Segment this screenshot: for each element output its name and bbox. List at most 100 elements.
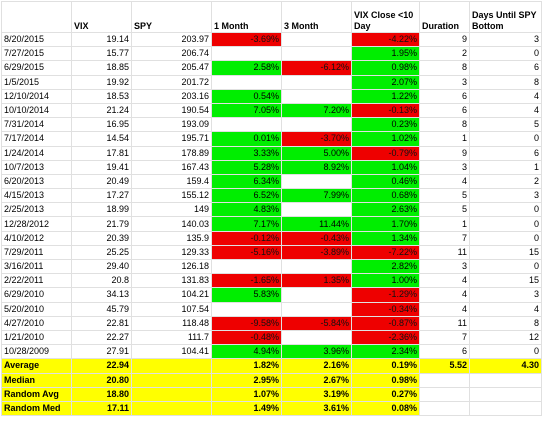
cell-date[interactable]: 1/21/2010 — [1, 329, 72, 346]
cell-days-until-bottom[interactable]: 0 — [469, 46, 542, 62]
cell-vix-close[interactable]: -4.22% — [351, 31, 420, 48]
cell-3-month[interactable]: -0.43% — [281, 230, 352, 246]
cell-1-month[interactable]: 6.52% — [211, 188, 282, 204]
cell-spy[interactable]: 111.7 — [131, 329, 212, 346]
cell-3-month[interactable]: -3.89% — [281, 244, 352, 261]
cell-days-until-bottom[interactable]: 3 — [469, 188, 542, 204]
cell-duration[interactable]: 9 — [419, 31, 470, 48]
cell-1-month[interactable]: 2.58% — [211, 60, 282, 76]
cell-vix-close[interactable]: 0.68% — [351, 188, 420, 204]
cell-vix-close[interactable]: 0.46% — [351, 173, 420, 190]
cell-vix[interactable]: 16.95 — [71, 117, 132, 133]
header-cell-1-month[interactable]: 1 Month — [211, 1, 282, 33]
cell-duration[interactable]: 9 — [419, 145, 470, 161]
cell-duration[interactable]: 1 — [419, 131, 470, 147]
cell-days-until-bottom[interactable]: 5 — [469, 117, 542, 133]
cell-spy[interactable]: 201.72 — [131, 74, 212, 90]
cell-spy[interactable]: 135.9 — [131, 230, 212, 246]
cell-duration[interactable]: 5 — [419, 188, 470, 204]
cell-spy[interactable]: 118.48 — [131, 315, 212, 331]
cell-3-month[interactable] — [281, 301, 352, 317]
summary-duration[interactable] — [419, 386, 470, 402]
summary-spy[interactable] — [131, 400, 212, 417]
cell-vix-close[interactable]: 1.70% — [351, 216, 420, 232]
cell-vix[interactable]: 34.13 — [71, 287, 132, 303]
cell-days-until-bottom[interactable]: 4 — [469, 88, 542, 104]
cell-3-month[interactable]: 11.44% — [281, 216, 352, 232]
cell-1-month[interactable]: 3.33% — [211, 145, 282, 161]
cell-spy[interactable]: 178.89 — [131, 145, 212, 161]
cell-1-month[interactable]: 5.83% — [211, 287, 282, 303]
summary-vix-close[interactable]: 0.08% — [351, 400, 420, 417]
cell-vix-close[interactable]: 2.82% — [351, 258, 420, 275]
summary-1-month[interactable]: 1.07% — [211, 386, 282, 402]
cell-3-month[interactable]: 8.92% — [281, 159, 352, 175]
cell-days-until-bottom[interactable]: 1 — [469, 159, 542, 175]
cell-vix-close[interactable]: -0.13% — [351, 102, 420, 119]
cell-date[interactable]: 8/20/2015 — [1, 31, 72, 48]
cell-days-until-bottom[interactable]: 15 — [469, 244, 542, 261]
cell-spy[interactable]: 104.21 — [131, 287, 212, 303]
summary-spy[interactable] — [131, 372, 212, 388]
cell-vix-close[interactable]: 1.95% — [351, 46, 420, 62]
cell-vix[interactable]: 20.49 — [71, 173, 132, 190]
cell-days-until-bottom[interactable]: 8 — [469, 74, 542, 90]
cell-date[interactable]: 10/28/2009 — [1, 344, 72, 360]
summary-vix[interactable]: 18.80 — [71, 386, 132, 402]
cell-date[interactable]: 4/10/2012 — [1, 230, 72, 246]
cell-1-month[interactable]: 4.83% — [211, 202, 282, 218]
summary-days-until-bottom[interactable] — [469, 400, 542, 417]
cell-vix-close[interactable]: 1.34% — [351, 230, 420, 246]
header-cell-3-month[interactable]: 3 Month — [281, 1, 352, 33]
header-cell-duration[interactable]: Duration — [419, 1, 470, 33]
cell-duration[interactable]: 6 — [419, 344, 470, 360]
cell-3-month[interactable] — [281, 74, 352, 90]
cell-vix-close[interactable]: 1.04% — [351, 159, 420, 175]
summary-3-month[interactable]: 2.16% — [281, 358, 352, 374]
cell-1-month[interactable] — [211, 46, 282, 62]
cell-date[interactable]: 6/20/2013 — [1, 173, 72, 190]
cell-vix-close[interactable]: 2.34% — [351, 344, 420, 360]
cell-date[interactable]: 6/29/2015 — [1, 60, 72, 76]
cell-1-month[interactable]: 7.17% — [211, 216, 282, 232]
cell-1-month[interactable]: -9.58% — [211, 315, 282, 331]
cell-days-until-bottom[interactable]: 3 — [469, 31, 542, 48]
cell-date[interactable]: 7/31/2014 — [1, 117, 72, 133]
cell-date[interactable]: 2/25/2013 — [1, 202, 72, 218]
cell-1-month[interactable] — [211, 117, 282, 133]
cell-1-month[interactable]: 0.54% — [211, 88, 282, 104]
cell-duration[interactable]: 4 — [419, 273, 470, 289]
cell-spy[interactable]: 206.74 — [131, 46, 212, 62]
cell-1-month[interactable]: -0.48% — [211, 329, 282, 346]
cell-duration[interactable]: 3 — [419, 258, 470, 275]
cell-3-month[interactable]: 3.96% — [281, 344, 352, 360]
cell-vix[interactable]: 20.8 — [71, 273, 132, 289]
cell-date[interactable]: 5/20/2010 — [1, 301, 72, 317]
cell-vix-close[interactable]: 2.63% — [351, 202, 420, 218]
cell-1-month[interactable]: 7.05% — [211, 102, 282, 119]
cell-spy[interactable]: 131.83 — [131, 273, 212, 289]
cell-duration[interactable]: 8 — [419, 60, 470, 76]
cell-vix-close[interactable]: 1.02% — [351, 131, 420, 147]
cell-3-month[interactable] — [281, 258, 352, 275]
cell-spy[interactable]: 107.54 — [131, 301, 212, 317]
cell-vix-close[interactable]: -1.29% — [351, 287, 420, 303]
cell-spy[interactable]: 159.4 — [131, 173, 212, 190]
summary-label[interactable]: Random Med — [1, 400, 72, 417]
cell-spy[interactable]: 195.71 — [131, 131, 212, 147]
cell-vix[interactable]: 18.53 — [71, 88, 132, 104]
cell-days-until-bottom[interactable]: 15 — [469, 273, 542, 289]
cell-3-month[interactable] — [281, 329, 352, 346]
cell-vix[interactable]: 19.41 — [71, 159, 132, 175]
cell-duration[interactable]: 7 — [419, 329, 470, 346]
cell-date[interactable]: 12/28/2012 — [1, 216, 72, 232]
cell-1-month[interactable] — [211, 258, 282, 275]
cell-vix-close[interactable]: 1.00% — [351, 273, 420, 289]
cell-vix[interactable]: 29.40 — [71, 258, 132, 275]
summary-vix-close[interactable]: 0.27% — [351, 386, 420, 402]
cell-vix[interactable]: 25.25 — [71, 244, 132, 261]
cell-1-month[interactable]: -1.65% — [211, 273, 282, 289]
cell-vix-close[interactable]: 0.23% — [351, 117, 420, 133]
summary-days-until-bottom[interactable] — [469, 386, 542, 402]
cell-3-month[interactable] — [281, 173, 352, 190]
